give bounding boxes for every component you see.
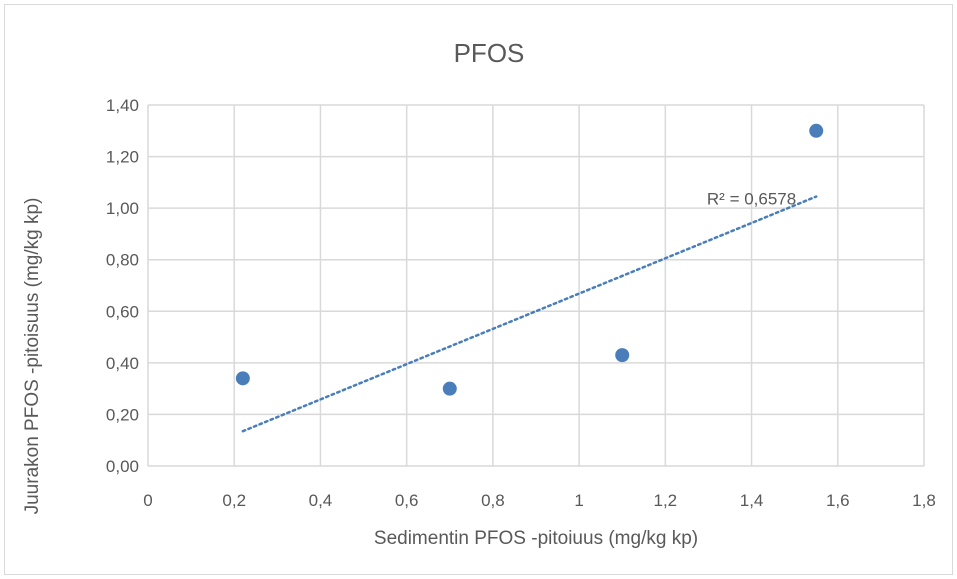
data-point [442, 381, 457, 396]
trendline [241, 195, 818, 433]
y-tick-label: 1,00 [106, 199, 139, 218]
x-axis-label: Sedimentin PFOS -pitoiuus (mg/kg kp) [374, 528, 698, 549]
x-tick-label: 1,4 [740, 491, 764, 510]
data-point [235, 371, 250, 386]
y-tick-label: 0,20 [106, 405, 139, 424]
x-tick-label: 0,2 [222, 491, 246, 510]
x-tick-label: 1,2 [654, 491, 678, 510]
chart-frame [4, 4, 953, 575]
x-tick-label: 1 [574, 491, 583, 510]
y-tick-label: 0,60 [106, 302, 139, 321]
y-tick-label: 0,40 [106, 354, 139, 373]
x-tick-label: 1,6 [826, 491, 850, 510]
x-tick-label: 1,8 [912, 491, 936, 510]
x-tick-label: 0 [143, 491, 152, 510]
gridlines [147, 104, 925, 467]
y-tick-label: 0,00 [106, 457, 139, 476]
y-axis-label: Juurakon PFOS -pitoisuus (mg/kg kp) [22, 198, 43, 515]
y-tick-label: 0,80 [106, 251, 139, 270]
x-tick-labels: 0 0,2 0,4 0,6 0,8 1 1,2 1,4 1,6 1,8 [143, 491, 936, 510]
x-tick-label: 0,8 [481, 491, 505, 510]
data-point [809, 123, 824, 138]
data-points [235, 123, 824, 396]
data-point [615, 348, 630, 363]
chart-title: PFOS [454, 38, 525, 68]
y-tick-label: 1,40 [106, 96, 139, 115]
y-tick-label: 1,20 [106, 148, 139, 167]
x-tick-label: 0,6 [395, 491, 419, 510]
r-squared-label: R² = 0,6578 [707, 190, 796, 209]
x-tick-label: 0,4 [309, 491, 333, 510]
y-tick-labels: 0,00 0,20 0,40 0,60 0,80 1,00 1,20 1,40 [106, 96, 139, 476]
